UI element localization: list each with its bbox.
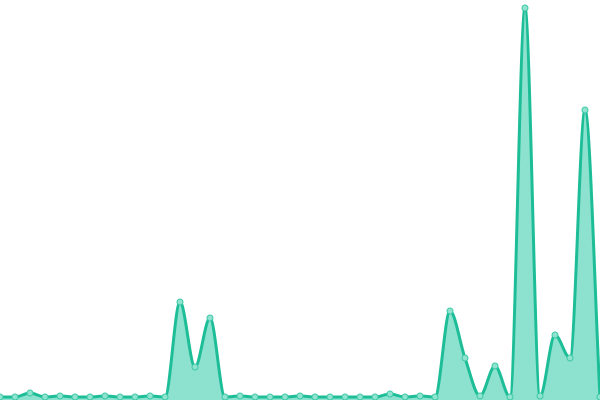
data-point-4 — [56, 392, 64, 400]
data-point-21 — [311, 393, 319, 400]
data-point-23 — [341, 393, 349, 400]
data-point-29 — [431, 393, 439, 400]
data-point-26 — [386, 390, 394, 398]
data-point-30 — [446, 307, 454, 315]
data-points — [0, 4, 600, 400]
data-point-3 — [41, 393, 49, 400]
data-point-17 — [251, 393, 259, 400]
data-point-35 — [521, 4, 529, 12]
data-point-9 — [131, 393, 139, 400]
data-point-2 — [26, 389, 34, 397]
data-point-5 — [71, 393, 79, 400]
data-point-19 — [281, 393, 289, 400]
data-point-22 — [326, 393, 334, 400]
data-point-1 — [11, 393, 19, 400]
data-point-15 — [221, 393, 229, 400]
data-point-6 — [86, 393, 94, 400]
data-point-10 — [146, 392, 154, 400]
data-point-34 — [506, 393, 514, 400]
data-point-18 — [266, 393, 274, 400]
data-point-31 — [461, 354, 469, 362]
series-line — [0, 6, 600, 399]
data-point-36 — [536, 392, 544, 400]
data-point-38 — [566, 354, 574, 362]
area-fill — [0, 8, 600, 400]
data-point-33 — [491, 362, 499, 370]
data-point-8 — [116, 393, 124, 400]
data-point-14 — [206, 314, 214, 322]
data-point-7 — [101, 392, 109, 400]
data-point-20 — [296, 392, 304, 400]
data-point-37 — [551, 331, 559, 339]
data-point-28 — [416, 392, 424, 400]
data-point-32 — [476, 392, 484, 400]
data-point-39 — [581, 106, 589, 114]
data-point-25 — [371, 393, 379, 400]
data-point-27 — [401, 393, 409, 400]
data-point-0 — [0, 393, 4, 400]
data-point-24 — [356, 393, 364, 400]
data-point-40 — [596, 393, 600, 400]
data-point-16 — [236, 392, 244, 400]
data-point-13 — [191, 363, 199, 371]
data-point-11 — [161, 393, 169, 400]
data-point-12 — [176, 298, 184, 306]
